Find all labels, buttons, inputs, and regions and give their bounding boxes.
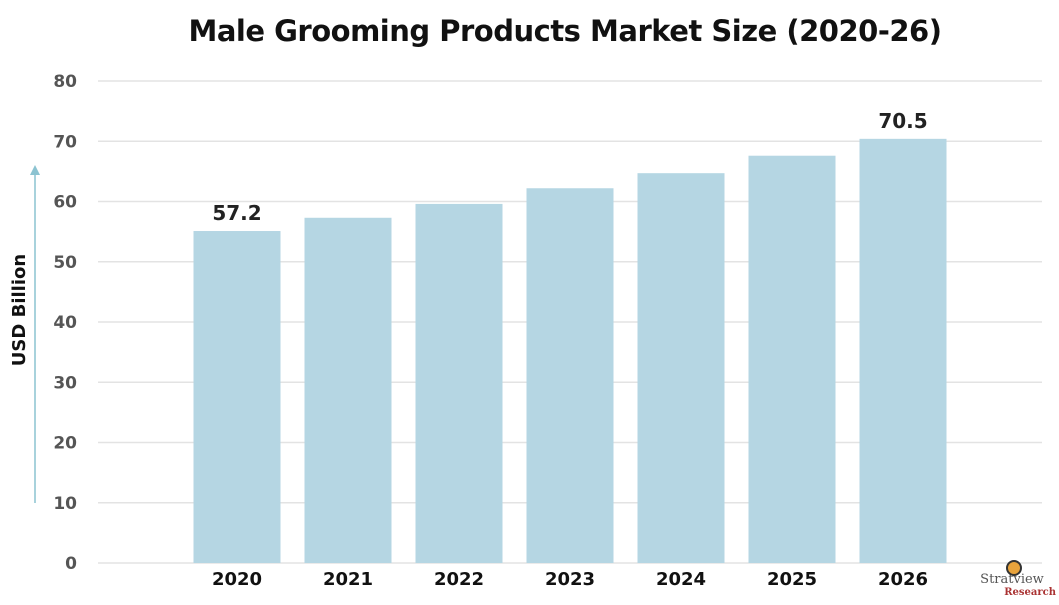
- y-tick-label: 80: [53, 72, 77, 92]
- logo-icon: [1006, 560, 1022, 576]
- chart-title: Male Grooming Products Market Size (2020…: [188, 14, 943, 48]
- y-tick-label: 0: [65, 554, 77, 574]
- x-tick-label: 2022: [434, 569, 484, 590]
- x-tick-label: 2024: [656, 569, 706, 590]
- y-tick-label: 70: [53, 132, 77, 152]
- x-tick-label: 2023: [545, 569, 595, 590]
- y-tick-label: 60: [53, 193, 77, 213]
- bar-2020: [193, 231, 281, 563]
- x-tick-label: 2025: [767, 569, 817, 590]
- bar-2026: [859, 138, 947, 563]
- data-label: 57.2: [212, 201, 261, 225]
- x-tick-label: 2021: [323, 569, 373, 590]
- bar-2022: [415, 203, 503, 563]
- stratview-logo: Stratview Research: [968, 560, 1056, 604]
- y-tick-label: 50: [53, 253, 77, 273]
- logo-text: Stratview: [980, 572, 1044, 587]
- arrow-head-icon: [30, 165, 40, 175]
- bar-2021: [304, 217, 392, 563]
- y-tick-label: 20: [53, 434, 77, 454]
- y-axis-label: USD Billion: [9, 254, 30, 366]
- y-tick-label: 10: [53, 494, 77, 514]
- bar-2023: [526, 188, 614, 563]
- y-tick-label: 40: [53, 313, 77, 333]
- bar-2024: [637, 173, 725, 563]
- x-tick-label: 2026: [878, 569, 928, 590]
- bar-2025: [748, 155, 836, 563]
- x-tick-label: 2020: [212, 569, 262, 590]
- y-tick-label: 30: [53, 373, 77, 393]
- data-label: 70.5: [878, 109, 927, 133]
- logo-subtext: Research: [1004, 587, 1056, 598]
